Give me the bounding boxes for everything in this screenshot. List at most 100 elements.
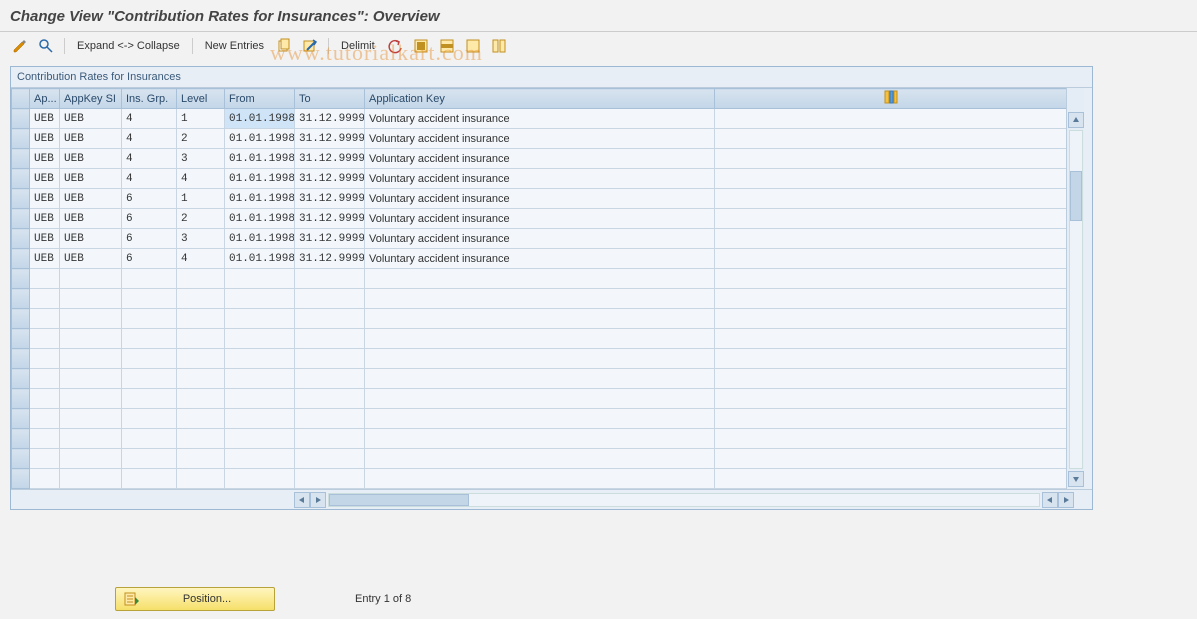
cell-from[interactable]: 01.01.1998 bbox=[225, 129, 295, 149]
cell-insgrp[interactable]: 6 bbox=[122, 209, 177, 229]
row-selector[interactable] bbox=[12, 269, 30, 289]
table-row-empty[interactable] bbox=[12, 289, 1067, 309]
cell-level[interactable]: 2 bbox=[177, 209, 225, 229]
cell-empty[interactable] bbox=[60, 309, 122, 329]
cell-ap[interactable]: UEB bbox=[30, 249, 60, 269]
row-selector-header[interactable] bbox=[12, 89, 30, 109]
cell-empty[interactable] bbox=[60, 329, 122, 349]
col-ap[interactable]: Ap... bbox=[30, 89, 60, 109]
cell-empty[interactable] bbox=[295, 369, 365, 389]
vscroll-track[interactable] bbox=[1069, 130, 1083, 469]
cell-ap[interactable]: UEB bbox=[30, 229, 60, 249]
cell-ap[interactable]: UEB bbox=[30, 129, 60, 149]
cell-application-key[interactable]: Voluntary accident insurance bbox=[365, 169, 715, 189]
cell-to[interactable]: 31.12.9999 bbox=[295, 189, 365, 209]
row-selector[interactable] bbox=[12, 409, 30, 429]
cell-level[interactable]: 1 bbox=[177, 189, 225, 209]
row-selector[interactable] bbox=[12, 449, 30, 469]
cell-empty[interactable] bbox=[30, 289, 60, 309]
cell-to[interactable]: 31.12.9999 bbox=[295, 169, 365, 189]
cell-empty[interactable] bbox=[60, 269, 122, 289]
cell-empty[interactable] bbox=[60, 369, 122, 389]
cell-insgrp[interactable]: 4 bbox=[122, 169, 177, 189]
cell-empty[interactable] bbox=[225, 449, 295, 469]
table-row[interactable]: UEBUEB6301.01.199831.12.9999Voluntary ac… bbox=[12, 229, 1067, 249]
cell-empty[interactable] bbox=[225, 289, 295, 309]
cell-empty[interactable] bbox=[295, 329, 365, 349]
row-selector[interactable] bbox=[12, 329, 30, 349]
table-row[interactable]: UEBUEB4301.01.199831.12.9999Voluntary ac… bbox=[12, 149, 1067, 169]
cell-empty[interactable] bbox=[122, 289, 177, 309]
row-selector[interactable] bbox=[12, 469, 30, 489]
cell-empty[interactable] bbox=[177, 449, 225, 469]
hscroll-thumb[interactable] bbox=[329, 494, 469, 506]
cell-empty[interactable] bbox=[177, 389, 225, 409]
cell-empty[interactable] bbox=[365, 369, 715, 389]
cell-empty[interactable] bbox=[122, 329, 177, 349]
col-level[interactable]: Level bbox=[177, 89, 225, 109]
table-row[interactable]: UEBUEB6101.01.199831.12.9999Voluntary ac… bbox=[12, 189, 1067, 209]
cell-to[interactable]: 31.12.9999 bbox=[295, 249, 365, 269]
cell-empty[interactable] bbox=[365, 389, 715, 409]
cell-application-key[interactable]: Voluntary accident insurance bbox=[365, 229, 715, 249]
row-selector[interactable] bbox=[12, 389, 30, 409]
cell-empty[interactable] bbox=[225, 389, 295, 409]
cell-empty[interactable] bbox=[365, 409, 715, 429]
delete-icon[interactable] bbox=[300, 36, 320, 56]
cell-empty[interactable] bbox=[177, 329, 225, 349]
cell-insgrp[interactable]: 4 bbox=[122, 109, 177, 129]
cell-empty[interactable] bbox=[225, 309, 295, 329]
cell-empty[interactable] bbox=[225, 429, 295, 449]
delimit-button[interactable]: Delimit bbox=[337, 36, 379, 56]
cell-ap[interactable]: UEB bbox=[30, 109, 60, 129]
cell-empty[interactable] bbox=[225, 409, 295, 429]
cell-ap[interactable]: UEB bbox=[30, 209, 60, 229]
table-row[interactable]: UEBUEB6401.01.199831.12.9999Voluntary ac… bbox=[12, 249, 1067, 269]
cell-from[interactable]: 01.01.1998 bbox=[225, 249, 295, 269]
cell-insgrp[interactable]: 6 bbox=[122, 229, 177, 249]
col-insgrp[interactable]: Ins. Grp. bbox=[122, 89, 177, 109]
cell-insgrp[interactable]: 6 bbox=[122, 249, 177, 269]
cell-from[interactable]: 01.01.1998 bbox=[225, 209, 295, 229]
cell-empty[interactable] bbox=[225, 349, 295, 369]
row-selector[interactable] bbox=[12, 289, 30, 309]
cell-empty[interactable] bbox=[177, 409, 225, 429]
cell-empty[interactable] bbox=[122, 369, 177, 389]
table-row-empty[interactable] bbox=[12, 349, 1067, 369]
row-selector[interactable] bbox=[12, 169, 30, 189]
copy-as-icon[interactable] bbox=[274, 36, 294, 56]
table-settings-header[interactable] bbox=[715, 89, 1067, 109]
cell-from[interactable]: 01.01.1998 bbox=[225, 169, 295, 189]
horizontal-scrollbar[interactable] bbox=[11, 489, 1092, 509]
cell-empty[interactable] bbox=[295, 389, 365, 409]
cell-from[interactable]: 01.01.1998 bbox=[225, 229, 295, 249]
cell-to[interactable]: 31.12.9999 bbox=[295, 109, 365, 129]
table-row-empty[interactable] bbox=[12, 309, 1067, 329]
table-row-empty[interactable] bbox=[12, 429, 1067, 449]
scroll-right-icon[interactable] bbox=[1058, 492, 1074, 508]
cell-empty[interactable] bbox=[365, 309, 715, 329]
cell-application-key[interactable]: Voluntary accident insurance bbox=[365, 149, 715, 169]
cell-ap[interactable]: UEB bbox=[30, 189, 60, 209]
row-selector[interactable] bbox=[12, 249, 30, 269]
cell-insgrp[interactable]: 6 bbox=[122, 189, 177, 209]
cell-application-key[interactable]: Voluntary accident insurance bbox=[365, 109, 715, 129]
cell-empty[interactable] bbox=[60, 429, 122, 449]
col-application-key[interactable]: Application Key bbox=[365, 89, 715, 109]
cell-empty[interactable] bbox=[177, 269, 225, 289]
cell-from[interactable]: 01.01.1998 bbox=[225, 149, 295, 169]
row-selector[interactable] bbox=[12, 129, 30, 149]
expand-collapse-button[interactable]: Expand <-> Collapse bbox=[73, 36, 184, 56]
table-row-empty[interactable] bbox=[12, 389, 1067, 409]
cell-appkey[interactable]: UEB bbox=[60, 129, 122, 149]
cell-empty[interactable] bbox=[30, 349, 60, 369]
hscroll-track[interactable] bbox=[328, 493, 1040, 507]
cell-from[interactable]: 01.01.1998 bbox=[225, 189, 295, 209]
cell-insgrp[interactable]: 4 bbox=[122, 129, 177, 149]
cell-to[interactable]: 31.12.9999 bbox=[295, 149, 365, 169]
cell-empty[interactable] bbox=[30, 309, 60, 329]
cell-insgrp[interactable]: 4 bbox=[122, 149, 177, 169]
row-selector[interactable] bbox=[12, 429, 30, 449]
cell-empty[interactable] bbox=[295, 349, 365, 369]
cell-to[interactable]: 31.12.9999 bbox=[295, 209, 365, 229]
